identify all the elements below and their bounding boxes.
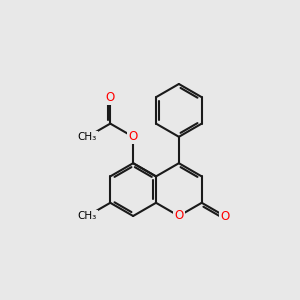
- Text: O: O: [220, 209, 229, 223]
- Text: CH₃: CH₃: [78, 132, 97, 142]
- Text: O: O: [106, 91, 115, 104]
- Text: O: O: [174, 209, 184, 223]
- Text: O: O: [128, 130, 138, 143]
- Text: CH₃: CH₃: [78, 211, 97, 221]
